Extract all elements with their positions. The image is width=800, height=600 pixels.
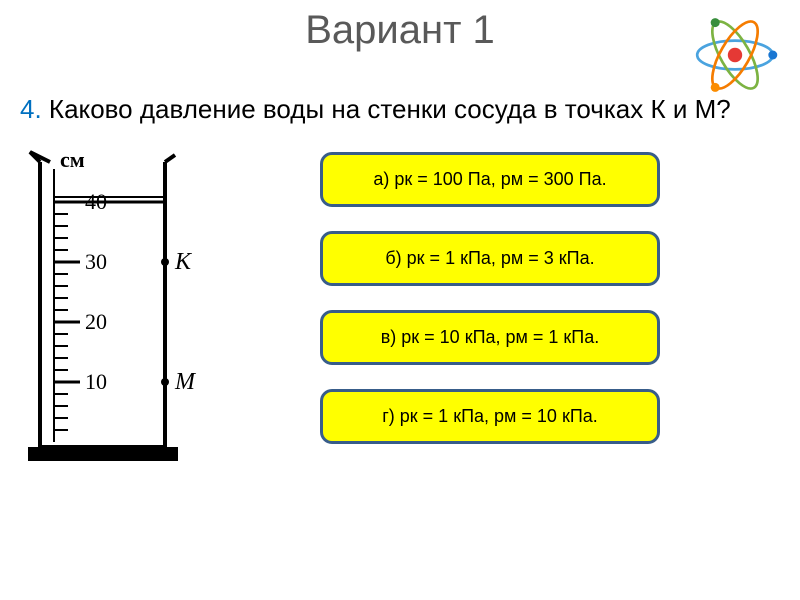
svg-text:40: 40 [85,189,107,214]
question-body: Каково давление воды на стенки сосуда в … [49,94,731,124]
atom-icon [690,10,780,100]
svg-text:10: 10 [85,369,107,394]
unit-label: см [60,147,85,172]
question-number: 4. [20,94,42,124]
point-m-label: М [174,369,197,395]
svg-text:20: 20 [85,309,107,334]
answers-container: а) pк = 100 Па, pм = 300 Па. б) pк = 1 к… [220,147,780,472]
answer-option-d[interactable]: г) pк = 1 кПа, pм = 10 кПа. [320,389,660,444]
question-text: 4. Каково давление воды на стенки сосуда… [0,53,800,137]
answer-option-b[interactable]: б) pк = 1 кПа, pм = 3 кПа. [320,231,660,286]
beaker-diagram: см 40 30 20 10 [20,147,220,472]
answer-option-c[interactable]: в) pк = 10 кПа, pм = 1 кПа. [320,310,660,365]
svg-text:30: 30 [85,249,107,274]
answer-option-a[interactable]: а) pк = 100 Па, pм = 300 Па. [320,152,660,207]
point-k-label: К [174,249,193,275]
page-title: Вариант 1 [0,0,800,53]
